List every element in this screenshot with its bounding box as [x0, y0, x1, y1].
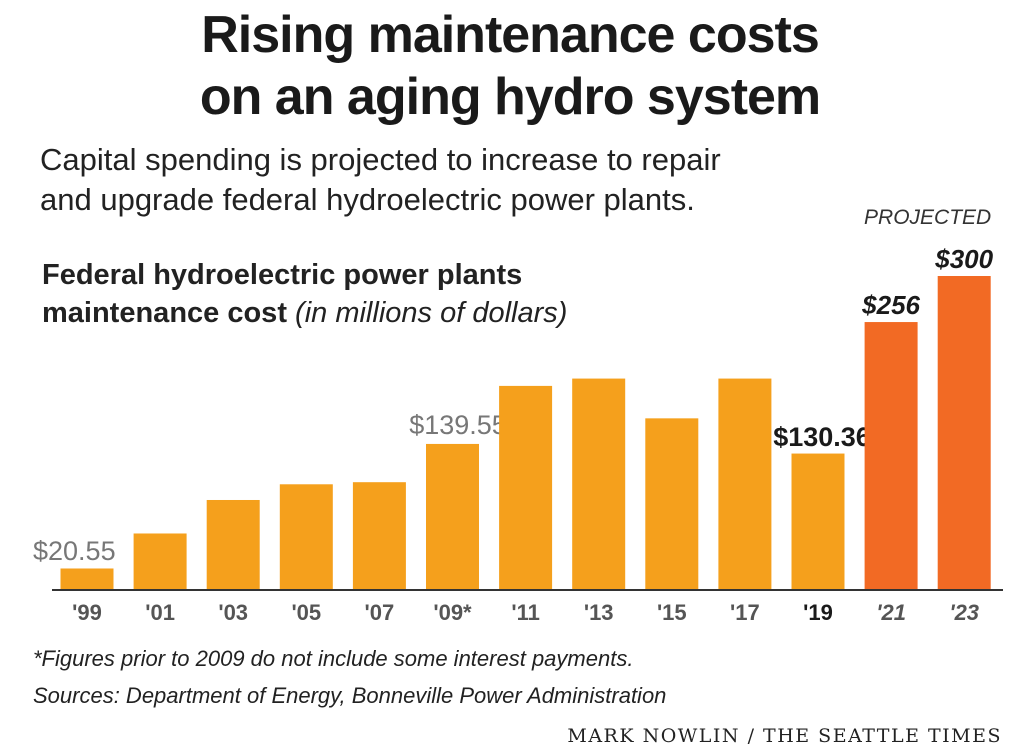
data-label-5: $139.55	[409, 410, 507, 440]
bar-9	[718, 378, 772, 590]
x-tick-label-4: '07	[365, 600, 395, 625]
data-label-0: $20.55	[33, 536, 116, 566]
subtitle: Capital spending is projected to increas…	[40, 140, 840, 220]
subtitle-line-2: and upgrade federal hydroelectric power …	[40, 182, 695, 217]
x-tick-label-3: '05	[291, 600, 321, 625]
x-tick-label-0: '99	[72, 600, 102, 625]
credit-line: MARK NOWLIN / THE SEATTLE TIMES	[567, 725, 1002, 747]
title-line-2: on an aging hydro system	[199, 68, 821, 126]
data-label-11: $256	[861, 290, 920, 320]
bar-8	[645, 418, 699, 590]
bar-11	[864, 322, 918, 590]
x-tick-label-8: '15	[657, 600, 687, 625]
bar-1	[133, 533, 187, 590]
chart-unit-label: (in millions of dollars)	[295, 297, 568, 329]
bar-10	[791, 453, 845, 590]
bar-2	[206, 499, 260, 590]
bar-12	[937, 276, 991, 590]
x-tick-label-12: '23	[949, 600, 979, 625]
footnote: *Figures prior to 2009 do not include so…	[33, 646, 634, 671]
projected-label: PROJECTED	[864, 206, 991, 229]
x-tick-label-1: '01	[145, 600, 175, 625]
bar-6	[499, 385, 553, 590]
bar-7	[572, 378, 626, 590]
x-tick-label-2: '03	[218, 600, 248, 625]
sources-note: Sources: Department of Energy, Bonnevill…	[33, 683, 667, 708]
chart-label-line-1: Federal hydroelectric power plants	[42, 259, 523, 291]
bar-5	[426, 443, 479, 590]
x-tick-label-5: '09*	[433, 600, 472, 625]
bar-4	[352, 482, 406, 590]
chart-title-heading: Rising maintenance costs on an aging hyd…	[0, 4, 1020, 128]
x-tick-label-6: '11	[511, 600, 540, 625]
subtitle-line-1: Capital spending is projected to increas…	[40, 142, 721, 177]
data-label-10: $130.36	[773, 422, 871, 452]
x-tick-label-10: '19	[803, 600, 833, 625]
data-label-12: $300	[934, 244, 993, 274]
chart-label-line-2: maintenance cost	[42, 297, 287, 329]
x-tick-label-11: '21	[876, 600, 906, 625]
bar-3	[279, 484, 333, 590]
chart-label: Federal hydroelectric power plants maint…	[42, 256, 682, 332]
bar-0	[60, 568, 114, 590]
x-tick-label-7: '13	[584, 600, 614, 625]
x-tick-label-9: '17	[730, 600, 760, 625]
title-line-1: Rising maintenance costs	[201, 6, 820, 64]
